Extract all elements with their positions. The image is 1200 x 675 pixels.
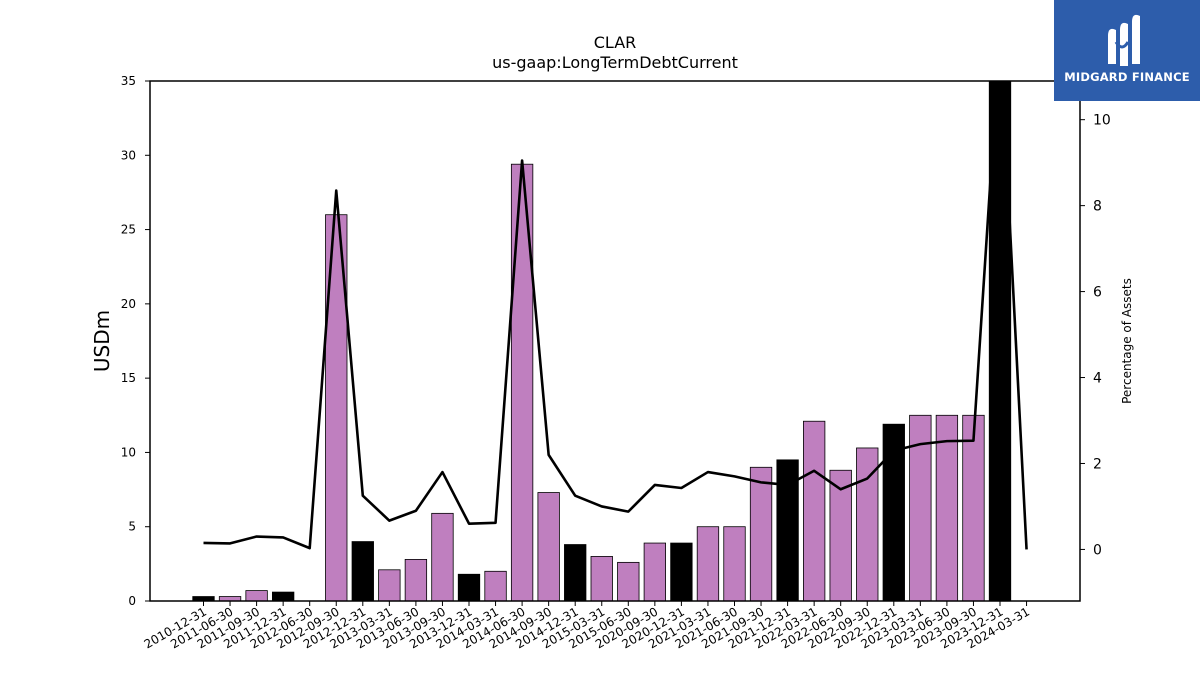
y-tick-label: 0 bbox=[128, 594, 136, 608]
chart-subtitle: us-gaap:LongTermDebtCurrent bbox=[492, 53, 738, 72]
y2-tick-label: 0 bbox=[1093, 542, 1102, 558]
bar-2020-12-31 bbox=[670, 542, 693, 602]
y2-tick-label: 10 bbox=[1093, 113, 1111, 129]
bar-2023-09-30 bbox=[962, 414, 985, 602]
bar-2021-09-30 bbox=[749, 466, 773, 602]
chart-title: CLAR bbox=[594, 33, 637, 52]
y-tick-label: 35 bbox=[121, 74, 136, 88]
bar-2020-09-30 bbox=[643, 542, 666, 602]
pct-assets-line bbox=[203, 81, 1028, 550]
y-tick-label: 5 bbox=[128, 520, 136, 534]
bar-2014-12-31 bbox=[564, 544, 587, 602]
bars-layer bbox=[192, 80, 1012, 602]
y-axis-right: 0 2 4 6 8 10 bbox=[1080, 113, 1111, 558]
brand-logo: MIDGARD FINANCE bbox=[1054, 0, 1200, 101]
bar-2013-09-30 bbox=[431, 512, 454, 602]
bar-2014-03-31 bbox=[484, 570, 507, 602]
bar-2015-06-30 bbox=[617, 561, 640, 602]
y-tick-label: 25 bbox=[121, 223, 136, 237]
bar-2021-03-31 bbox=[696, 526, 720, 602]
line-layer bbox=[203, 81, 1028, 550]
midgard-logo-icon bbox=[1108, 14, 1140, 66]
bar-2014-09-30 bbox=[537, 492, 560, 602]
y-tick-label: 15 bbox=[121, 371, 136, 385]
x-axis: 2010-12-312011-06-302011-09-302011-12-31… bbox=[142, 601, 1032, 651]
y-axis-label: USDm bbox=[90, 310, 114, 372]
y2-tick-label: 6 bbox=[1093, 285, 1102, 301]
bar-2013-12-31 bbox=[457, 573, 481, 602]
bar-2011-12-31 bbox=[271, 591, 295, 602]
y2-axis-label: Percentage of Assets bbox=[1120, 278, 1134, 404]
bar-2012-12-31 bbox=[351, 541, 374, 602]
bar-2021-06-30 bbox=[723, 526, 746, 602]
y2-tick-label: 2 bbox=[1093, 456, 1102, 472]
y-tick-label: 20 bbox=[121, 297, 136, 311]
y-tick-label: 30 bbox=[121, 148, 136, 162]
y2-tick-label: 4 bbox=[1093, 371, 1102, 387]
y-axis-left: 0 5 10 15 20 25 30 35 bbox=[121, 74, 150, 608]
y-tick-label: 10 bbox=[121, 445, 136, 459]
bar-2011-09-30 bbox=[245, 590, 268, 602]
bar-2013-03-31 bbox=[378, 569, 401, 602]
bar-2022-03-31 bbox=[803, 420, 826, 602]
bar-2013-06-30 bbox=[404, 559, 428, 602]
plot-frame bbox=[149, 80, 1081, 602]
logo-text: MIDGARD FINANCE bbox=[1064, 70, 1190, 84]
bar-2015-03-31 bbox=[590, 556, 613, 602]
y2-tick-label: 8 bbox=[1093, 199, 1102, 215]
